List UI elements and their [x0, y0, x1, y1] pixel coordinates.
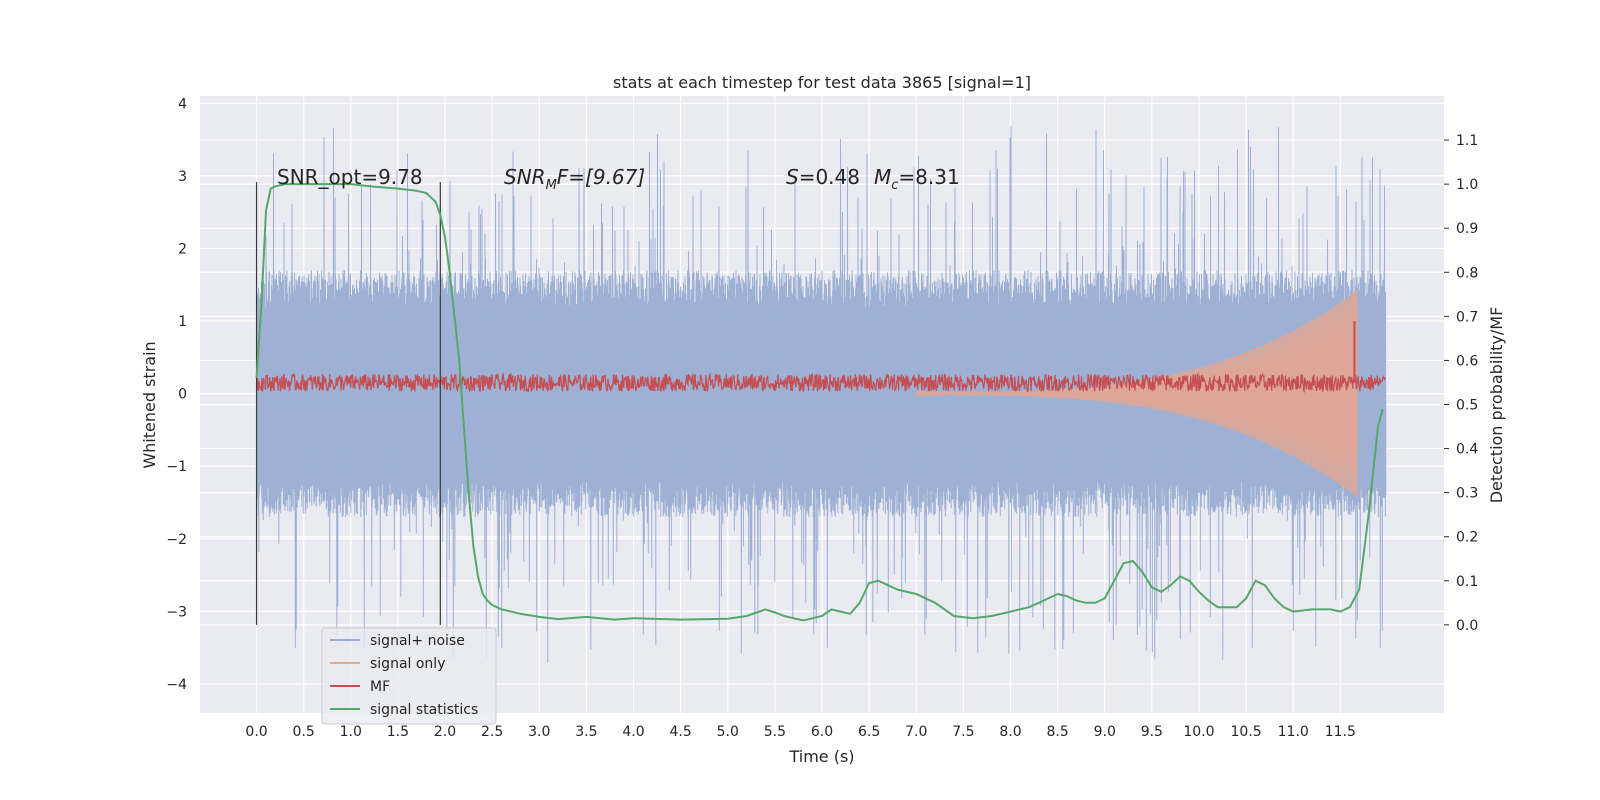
x-tick-label: 3.0: [528, 724, 550, 740]
x-tick-label: 5.0: [717, 724, 739, 740]
x-tick-label: 10.5: [1231, 724, 1262, 740]
right-tick-label: 0.0: [1456, 618, 1478, 634]
x-tick-label: 8.0: [999, 724, 1021, 740]
x-axis-label: Time (s): [788, 747, 854, 766]
right-tick-label: 0.9: [1456, 221, 1478, 237]
x-axis-ticks: 0.0 0.5 1.0 1.5 2.0 2.5 3.0 3.5 4.0 4.5 5.0 5.5 6.0 6…: [245, 724, 1356, 740]
y-tick-label: 0: [178, 387, 187, 403]
y-tick-label: −2: [166, 532, 187, 548]
annotation-s-mc: S=0.48 Mc=8.31: [786, 165, 960, 193]
y-tick-label: −4: [166, 677, 187, 693]
x-tick-label: 11.0: [1278, 724, 1309, 740]
snr-mf-name: SNR: [504, 165, 546, 189]
legend-box: [321, 627, 497, 725]
right-tick-label: 0.5: [1456, 398, 1478, 414]
y-tick-label: −3: [166, 604, 187, 620]
legend-label-signal-noise: signal+ noise: [370, 633, 465, 649]
right-tick-label: 0.8: [1456, 265, 1478, 281]
y-tick-label: 1: [178, 314, 187, 330]
x-tick-label: 9.5: [1141, 724, 1163, 740]
legend: signal+ noise signal only MF signal stat…: [321, 627, 497, 725]
x-tick-label: 8.5: [1046, 724, 1068, 740]
mc-name: M: [874, 165, 891, 189]
mf-line: [255, 372, 1386, 394]
annotation-snr-mf: SNRMF=[9.67]: [504, 165, 645, 193]
legend-label-signal-only: signal only: [370, 656, 445, 672]
signal-noise-line: [256, 125, 1387, 663]
right-tick-label: 1.1: [1456, 133, 1478, 149]
s-name: S: [786, 165, 799, 189]
right-tick-label: 0.1: [1456, 574, 1478, 590]
mc-subscript: c: [891, 178, 898, 193]
y-axis-ticks: 4 3 2 1 0 −1 −2 −3 −4: [166, 96, 187, 693]
y-tick-label: 2: [178, 241, 187, 257]
x-tick-label: 10.0: [1183, 724, 1214, 740]
snr-mf-subscript: M: [546, 178, 557, 193]
x-tick-label: 11.5: [1325, 724, 1356, 740]
x-tick-label: 4.5: [670, 724, 692, 740]
signal-noise-series: [256, 125, 1387, 663]
y-tick-label: 4: [178, 96, 187, 112]
right-axis-label: Detection probability/MF: [1487, 307, 1506, 504]
x-tick-label: 2.0: [434, 724, 456, 740]
right-tick-label: 0.3: [1456, 486, 1478, 502]
right-tick-label: 0.2: [1456, 530, 1478, 546]
y-axis-label: Whitened strain: [140, 341, 159, 468]
x-tick-label: 9.0: [1094, 724, 1116, 740]
right-axis-ticks: 1.1 1.0 0.9 0.8 0.7 0.6 0.5 0.4 0.3 0.2 0.1 0.0: [1444, 133, 1478, 634]
right-tick-label: 0.7: [1456, 309, 1478, 325]
x-tick-label: 0.5: [293, 724, 315, 740]
chart-title: stats at each timestep for test data 386…: [613, 73, 1031, 92]
x-tick-label: 3.5: [575, 724, 597, 740]
x-tick-label: 4.0: [622, 724, 644, 740]
x-tick-label: 1.5: [387, 724, 409, 740]
right-tick-label: 1.0: [1456, 177, 1478, 193]
x-tick-label: 1.0: [340, 724, 362, 740]
right-tick-label: 0.4: [1456, 442, 1478, 458]
y-tick-label: −1: [166, 459, 187, 475]
right-tick-label: 0.6: [1456, 353, 1478, 369]
x-tick-label: 6.5: [858, 724, 880, 740]
x-tick-label: 2.5: [481, 724, 503, 740]
legend-label-signal-statistics: signal statistics: [370, 702, 478, 718]
x-tick-label: 0.0: [245, 724, 267, 740]
s-value: =0.48: [799, 165, 860, 189]
annotation-snr-opt: SNR_opt=9.78: [277, 165, 423, 189]
x-tick-label: 5.5: [764, 724, 786, 740]
y-tick-label: 3: [178, 169, 187, 185]
snr-mf-rest: F=[9.67]: [557, 165, 645, 189]
signal-statistics-line: [255, 183, 1384, 622]
x-tick-label: 7.5: [952, 724, 974, 740]
x-tick-label: 7.0: [905, 724, 927, 740]
mc-value: =8.31: [898, 165, 959, 189]
signal-statistics-series: [255, 183, 1384, 622]
vertical-markers: [255, 182, 441, 625]
legend-label-mf: MF: [370, 679, 390, 695]
x-tick-label: 6.0: [811, 724, 833, 740]
mf-series: [255, 321, 1386, 394]
